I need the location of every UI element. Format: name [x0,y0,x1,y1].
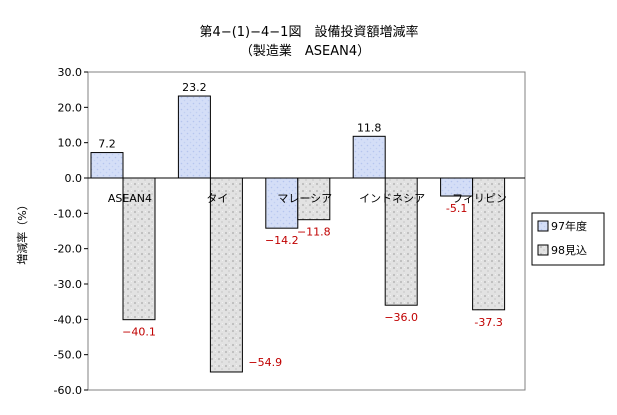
data-label: -5.1 [446,202,467,215]
y-tick-label: -30.0 [54,278,82,291]
y-tick-label: 10.0 [58,137,83,150]
plot-area [87,71,526,391]
y-tick-label: -50.0 [54,349,82,362]
bars [90,95,506,373]
y-axis-label: 増減率（%） [15,199,29,264]
legend-swatch-98 [537,244,549,256]
y-tick-label: -10.0 [54,207,82,220]
legend-swatch-97 [537,220,549,232]
chart-title: 第4−(1)−4−1図 設備投資額増減率 [200,24,419,40]
category-labels: ASEAN4 タイ マレーシア インドネシア フィリピン [108,192,507,205]
data-label: 23.2 [182,81,207,94]
bar-97 [265,177,299,229]
chart-subtitle: （製造業 ASEAN4） [240,43,370,59]
category-label: フィリピン [452,192,507,205]
bar-97 [177,95,211,179]
y-axis-ticks: 30.0 20.0 10.0 0.0 -10.0 -20.0 -30.0 -40.0 -50.0… [54,66,88,397]
category-label: ASEAN4 [108,192,152,205]
bar-98 [297,177,331,221]
y-tick-label: -60.0 [54,384,82,397]
bar-98 [209,177,243,373]
bar-98 [122,177,156,321]
data-label: 7.2 [98,138,116,151]
y-tick-label: 0.0 [65,172,83,185]
bar-98 [384,177,418,306]
bar-97 [90,152,124,179]
y-tick-label: 30.0 [58,66,83,79]
y-tick-label: 20.0 [58,101,83,114]
data-label: -37.3 [474,316,502,329]
y-tick-label: -20.0 [54,243,82,256]
data-label: −11.8 [297,226,331,239]
bar-97 [352,135,386,179]
y-tick-label: -40.0 [54,313,82,326]
data-label: −14.2 [265,234,299,247]
category-label: タイ [206,192,228,205]
category-label: マレーシア [277,192,332,205]
data-label: 11.8 [357,121,382,134]
data-label: −36.0 [384,311,418,324]
data-label: −54.9 [248,356,282,369]
bar-98 [472,177,506,311]
category-label: インドネシア [359,192,425,205]
legend-label-97: 97年度 [551,219,587,233]
data-label: −40.1 [122,326,156,339]
data-labels: 7.2 −40.1 23.2 −54.9 −14.2−11.8 11.8 −36.0 -5.1… [98,81,503,369]
legend-label-98: 98見込 [551,244,587,257]
legend: 97年度 98見込 [531,212,605,266]
